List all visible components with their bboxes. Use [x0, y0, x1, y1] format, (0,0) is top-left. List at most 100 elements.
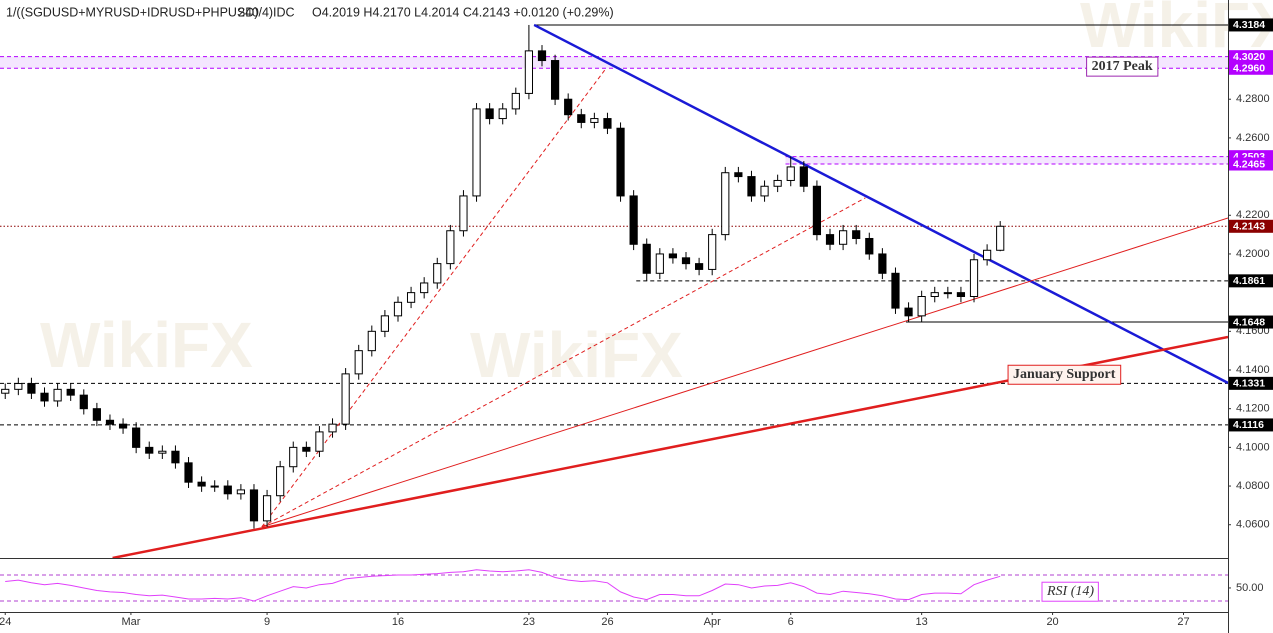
trend-line — [261, 217, 1228, 528]
interval: 240 — [238, 5, 259, 19]
candle-body — [747, 176, 756, 197]
y-tick-label: 4.2000 — [1236, 248, 1270, 260]
annotation-box — [1086, 56, 1159, 77]
candle-body — [53, 388, 62, 402]
candle-body — [825, 234, 835, 245]
candle-body — [276, 466, 285, 497]
candle-body — [655, 253, 664, 274]
candle-body — [839, 230, 848, 245]
candle-body — [812, 185, 822, 236]
annotation: January Support — [1013, 367, 1116, 382]
level-label-bg — [1229, 61, 1273, 75]
candle-body — [380, 315, 389, 332]
candle-body — [158, 450, 167, 454]
candle-body — [786, 166, 795, 181]
candle-body — [446, 230, 455, 265]
price-plot — [0, 23, 1228, 558]
annotation: 2017 Peak — [1092, 59, 1153, 74]
level-label-bg — [1229, 157, 1273, 171]
candle-body — [865, 237, 874, 255]
y-tick-label: 4.2600 — [1236, 132, 1270, 144]
rsi-label-box — [1041, 581, 1099, 602]
candle-body — [105, 419, 115, 425]
candle-body — [118, 423, 128, 429]
candle-body — [249, 489, 259, 522]
candle-body — [420, 282, 429, 294]
candle-body — [773, 179, 782, 187]
y-tick-label: 4.0600 — [1236, 519, 1270, 531]
level-label: 4.1648 — [1233, 316, 1265, 328]
candle-body — [145, 446, 154, 454]
level-label-bg — [1229, 18, 1273, 32]
annotation-box — [1007, 364, 1122, 385]
candle-body — [904, 307, 913, 317]
candle-body — [341, 373, 350, 425]
candle-body — [930, 292, 939, 298]
rsi-plot — [0, 569, 1228, 602]
x-tick-label: 23 — [523, 616, 535, 628]
rsi-label: RSI (14) — [1046, 584, 1094, 599]
candle-body — [996, 225, 1005, 251]
candle-body — [760, 185, 769, 197]
candle-body — [852, 230, 861, 239]
candle-body — [132, 427, 141, 448]
candle-body — [262, 495, 272, 522]
candle-body — [681, 257, 691, 265]
x-tick-label: Apr — [704, 616, 721, 628]
x-tick-label: 26 — [601, 616, 613, 628]
candle-body — [917, 296, 926, 317]
level-zone — [0, 56, 1228, 69]
watermarks: WikiFXWikiFXWikiFX — [40, 0, 1273, 391]
candle-body — [878, 253, 887, 274]
level-label: 4.2143 — [1233, 221, 1265, 233]
quote: O4.2019 H4.2170 L4.2014 C4.2143 +0.0120 … — [312, 5, 614, 19]
candle-body — [537, 50, 547, 62]
level-label: 4.2465 — [1233, 158, 1265, 170]
x-tick-label: 20 — [1046, 616, 1058, 628]
level-label-bg — [1229, 219, 1273, 233]
candle-body — [708, 234, 717, 270]
candle-body — [328, 423, 337, 433]
level-label: 4.3184 — [1233, 19, 1265, 31]
candle-body — [668, 253, 678, 259]
candle-body — [354, 350, 363, 375]
level-label: 4.3020 — [1233, 51, 1265, 63]
candle-body — [956, 292, 966, 298]
candle-body — [40, 392, 49, 402]
candle-body — [564, 98, 573, 116]
candle-body — [459, 195, 468, 232]
x-tick-label: 24 — [0, 616, 11, 628]
rsi-line — [5, 569, 1001, 602]
symbol: 1/((SGDUSD+MYRUSD+IDRUSD+PHPUSD)/4) — [6, 5, 273, 19]
level-label-bg — [1229, 376, 1273, 390]
x-tick-label: 6 — [788, 616, 794, 628]
x-tick-label: 9 — [264, 616, 270, 628]
y-tick-label: 4.0800 — [1236, 480, 1270, 492]
watermark: WikiFX — [40, 309, 253, 381]
candle-body — [223, 485, 232, 495]
candle-body — [302, 446, 311, 452]
candle-body — [197, 481, 206, 487]
candle-body — [14, 383, 23, 390]
candle-body — [629, 195, 638, 245]
level-label-bg — [1229, 315, 1273, 329]
trend-line — [261, 197, 866, 528]
y-tick-label: 4.1200 — [1236, 403, 1270, 415]
candle-body — [734, 172, 743, 178]
y-tick-label: 4.2800 — [1236, 93, 1270, 105]
candle-body — [171, 450, 180, 464]
candle-body — [577, 114, 586, 123]
candle-body — [694, 263, 704, 270]
x-tick-label: Mar — [121, 616, 140, 628]
candle-body — [498, 108, 507, 120]
candle-body — [315, 431, 324, 452]
x-tick-label: 16 — [392, 616, 404, 628]
candle-body — [524, 50, 534, 94]
x-tick-label: 13 — [916, 616, 928, 628]
candle-body — [27, 383, 36, 394]
candle-body — [66, 388, 75, 396]
candle-body — [642, 243, 651, 274]
level-label-bg — [1229, 418, 1273, 432]
